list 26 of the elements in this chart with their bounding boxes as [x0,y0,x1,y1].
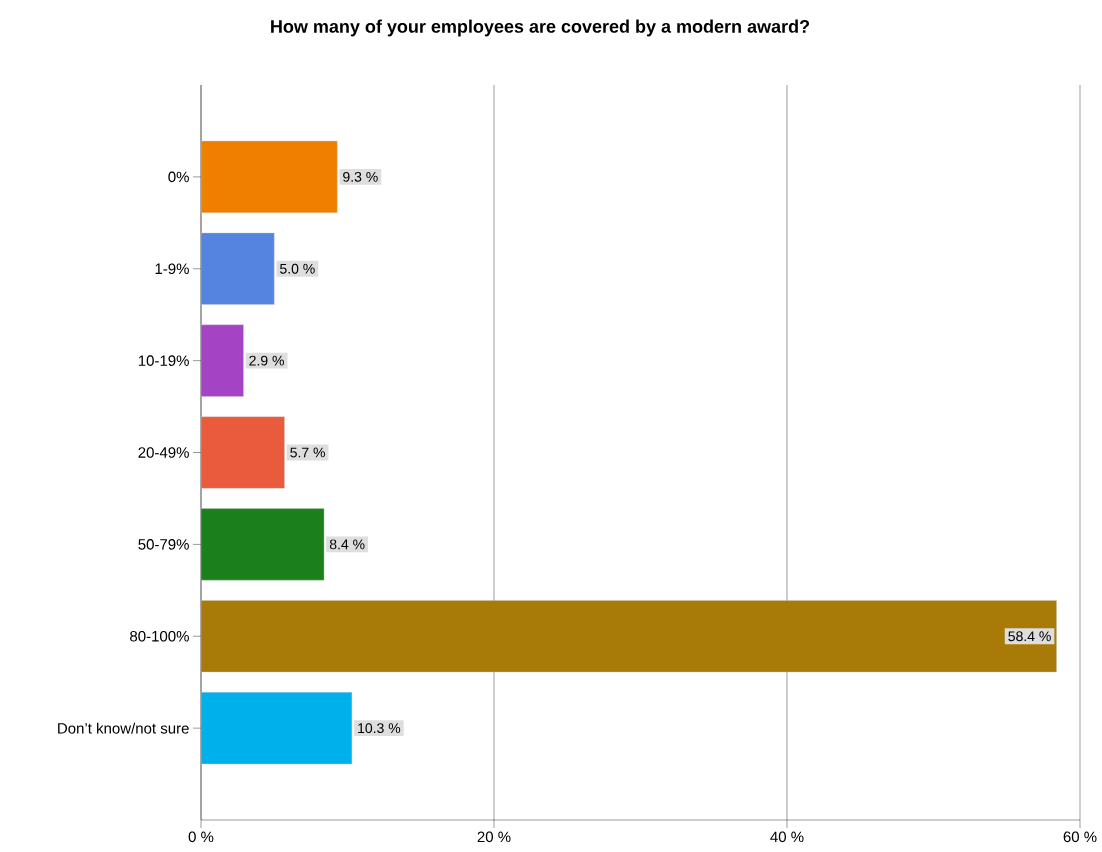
bar [200,416,285,489]
bar [200,140,338,213]
chart-title: How many of your employees are covered by a modern award? [271,19,810,37]
bar [200,692,353,765]
x-tick-label: 40 % [770,831,804,843]
y-tick-label: 80-100% [130,630,189,642]
data-label: 5.0 % [280,263,315,274]
data-label: 10.3 % [358,723,401,734]
bar [200,324,244,397]
x-tick-label: 60 % [1063,831,1097,843]
bar [200,232,275,305]
data-label: 58.4 % [1008,631,1051,642]
y-tick-label: 0% [168,171,189,183]
bar [200,508,325,581]
y-tick-label: 20-49% [138,447,189,458]
data-label: 5.7 % [290,447,325,458]
data-label: 8.4 % [329,539,365,550]
x-tick-label: 20 % [477,831,511,843]
bar [200,600,1057,673]
y-tick-label: 50-79% [138,539,189,550]
y-tick-label: 1-9% [155,263,189,275]
x-tick-label: 0 % [188,831,214,843]
data-label: 9.3 % [343,171,378,182]
y-tick-label: Don’t know/not sure [58,722,189,734]
data-label: 2.9 % [249,355,284,366]
y-tick-label: 10-19% [138,355,189,366]
